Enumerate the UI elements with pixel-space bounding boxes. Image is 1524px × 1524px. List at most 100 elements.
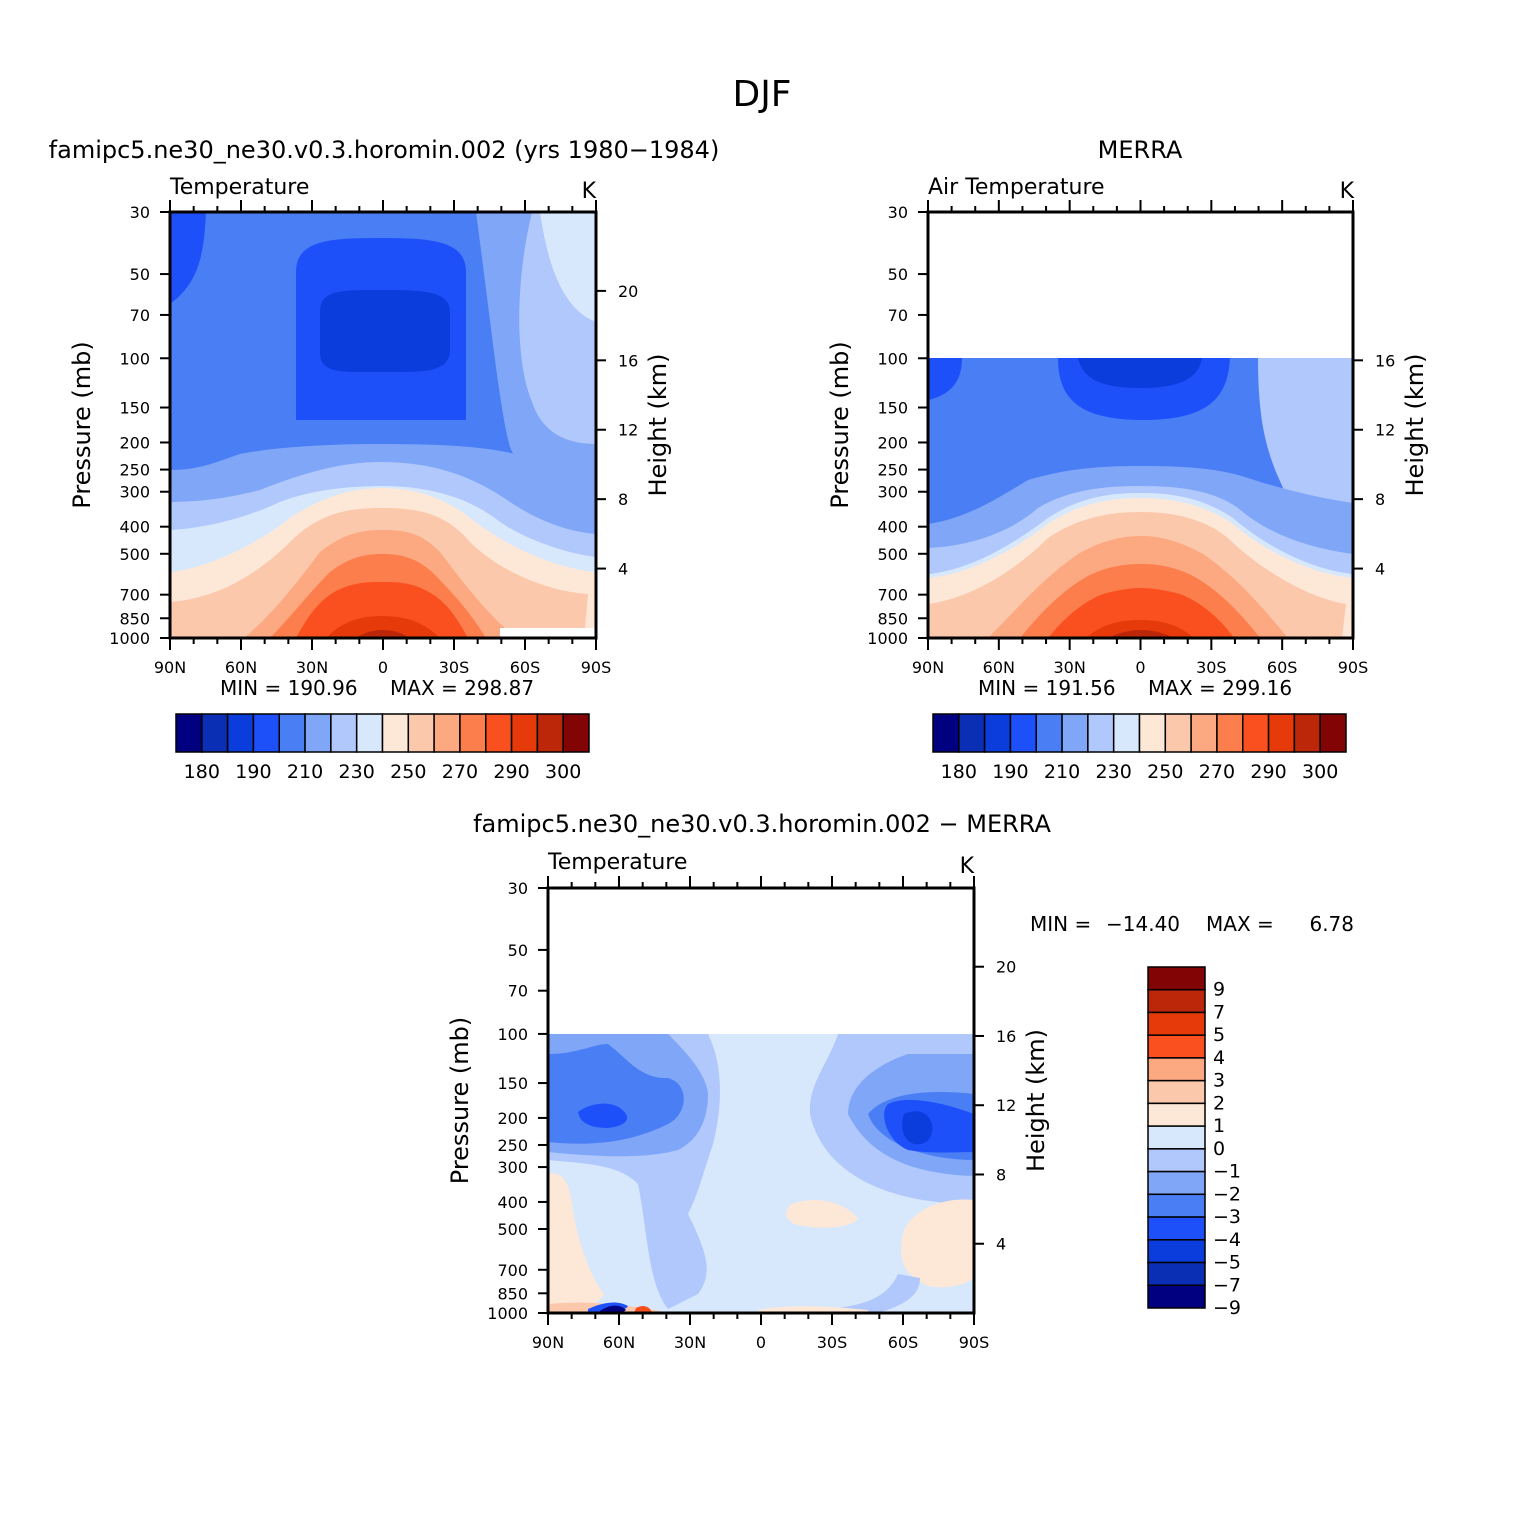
units-label: K (1340, 179, 1355, 204)
colorbar-swatch (381, 713, 410, 753)
colorbar-label: 1 (1213, 1115, 1225, 1137)
y-tick-label: 100 (497, 1025, 528, 1044)
colorbar-swatch (1035, 713, 1063, 753)
max-label: MAX = (1206, 912, 1274, 936)
colorbar-label: 250 (1147, 761, 1183, 783)
y-axis-label-right: Height (km) (644, 354, 672, 497)
variable-label: Temperature (547, 850, 687, 875)
axes: 305070100150200250300400500700850100090N… (68, 200, 672, 677)
colorbar-swatch (459, 713, 487, 753)
x-tick-label: 90S (959, 1333, 990, 1352)
y-tick-label: 100 (119, 349, 150, 368)
height-tick-label: 4 (618, 560, 628, 579)
colorbar-swatch (278, 713, 306, 753)
height-tick-label: 16 (618, 351, 638, 370)
y-tick-label: 50 (508, 941, 528, 960)
x-tick-label: 30N (296, 658, 328, 677)
height-tick-label: 4 (1375, 560, 1385, 579)
panel-merra: MERRA Air Temperature K 30 50 70 100 150 200 2… (826, 136, 1429, 783)
colorbar-label: 3 (1213, 1070, 1225, 1092)
colorbar-swatch (1190, 713, 1218, 753)
colorbar-swatch (1242, 713, 1270, 753)
height-tick-label: 12 (618, 421, 638, 440)
y-tick-label: 50 (130, 265, 150, 284)
colorbar-swatch (252, 713, 280, 753)
units-label: K (960, 854, 975, 879)
y-tick-label: 1000 (867, 629, 908, 648)
colorbar-label: 180 (184, 761, 220, 783)
height-tick-label: 12 (1375, 421, 1395, 440)
height-tick-label: 20 (996, 958, 1016, 977)
colorbar: 180 190 210 230 250 270 290 300 (932, 713, 1347, 783)
x-tick-label: 90N (154, 658, 186, 677)
panel-difference: famipc5.ne30_ne30.v0.3.horomin.002 − MER… (446, 810, 1354, 1352)
y-tick-label: 700 (877, 586, 908, 605)
colorbar-label: −1 (1213, 1161, 1241, 1183)
y-tick-label: 700 (497, 1261, 528, 1280)
y-tick-label: 250 (877, 461, 908, 480)
colorbar-label: 4 (1213, 1047, 1225, 1069)
colorbar-swatch (355, 713, 384, 753)
y-tick-label: 300 (497, 1158, 528, 1177)
x-tick-label: 30S (817, 1333, 848, 1352)
y-tick-label: 70 (130, 306, 150, 325)
y-tick-label: 400 (497, 1193, 528, 1212)
colorbar-swatch (1147, 966, 1206, 991)
y-tick-label: 70 (888, 306, 908, 325)
colorbar-swatch (1216, 713, 1244, 753)
colorbar-swatch (1147, 1148, 1206, 1173)
colorbar-label: 230 (1096, 761, 1132, 783)
y-tick-label: 150 (877, 399, 908, 418)
height-tick-label: 8 (618, 490, 628, 509)
y-axis-label-right: Height (km) (1022, 1029, 1050, 1172)
x-tick-label: 30S (1196, 658, 1227, 677)
colorbar-swatch (1147, 1034, 1206, 1059)
colorbar-swatch (330, 713, 358, 753)
colorbar-swatch (407, 713, 435, 753)
min-value: −14.40 (1106, 912, 1180, 936)
colorbar-swatch (1267, 713, 1296, 753)
y-tick-label: 150 (119, 399, 150, 418)
colorbar-label: 210 (287, 761, 323, 783)
colorbar-label: −5 (1213, 1252, 1241, 1274)
colorbar-swatch (1147, 1239, 1206, 1264)
colorbar-swatch (1112, 713, 1141, 753)
panel-title: famipc5.ne30_ne30.v0.3.horomin.002 − MER… (473, 810, 1051, 838)
variable-label: Air Temperature (928, 175, 1105, 200)
y-tick-label: 70 (508, 982, 528, 1001)
x-tick-label: 60S (1267, 658, 1298, 677)
y-tick-label: 250 (119, 461, 150, 480)
y-tick-label: 30 (130, 203, 150, 222)
colorbar-label: 300 (545, 761, 581, 783)
x-tick-label: 60S (510, 658, 541, 677)
colorbar-swatch (1164, 713, 1192, 753)
max-value: 6.78 (1309, 912, 1354, 936)
plot-field (928, 358, 1353, 638)
colorbar-swatch (562, 713, 590, 753)
colorbar-label: −7 (1213, 1274, 1241, 1296)
colorbar-swatch (1147, 1216, 1206, 1241)
y-tick-label: 300 (877, 483, 908, 502)
colorbar-label: −3 (1213, 1206, 1241, 1228)
colorbar-swatch (1138, 713, 1167, 753)
colorbar-swatch (510, 713, 539, 753)
x-tick-label: 0 (1135, 658, 1145, 677)
y-tick-label: 250 (497, 1136, 528, 1155)
max-readout: MAX = 298.87 (390, 676, 534, 700)
colorbar-swatch (1147, 1193, 1206, 1218)
panel-title: MERRA (1098, 136, 1183, 164)
colorbar-swatch (226, 713, 255, 753)
x-tick-label: 60N (225, 658, 257, 677)
colorbar-label: 190 (992, 761, 1028, 783)
colorbar-swatch (304, 713, 332, 753)
height-tick-label: 12 (996, 1096, 1016, 1115)
x-tick-label: 0 (378, 658, 388, 677)
colorbar-label: 7 (1213, 1001, 1225, 1023)
y-axis-label-right: Height (km) (1401, 354, 1429, 497)
y-axis-label: Pressure (mb) (446, 1017, 474, 1184)
colorbar-label: −4 (1213, 1229, 1241, 1251)
height-tick-label: 16 (1375, 351, 1395, 370)
colorbar-label: 2 (1213, 1092, 1225, 1114)
